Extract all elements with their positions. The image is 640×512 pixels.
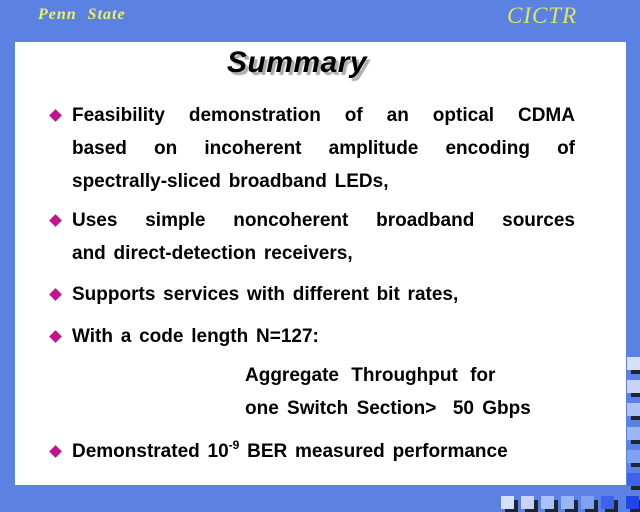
indented-throughput-note: Aggregate Throughput for one Switch Sect…	[245, 359, 531, 425]
decor-square	[627, 357, 640, 370]
decor-square	[627, 427, 640, 440]
decor-square	[541, 496, 554, 509]
exponent-superscript: -9	[228, 437, 240, 452]
cictr-brand-text: CICTR	[507, 3, 578, 28]
decor-square	[581, 496, 594, 509]
bullet-line: and direct-detection receivers,	[72, 243, 353, 264]
decor-square	[626, 496, 639, 509]
bullet-item-sources: Uses simple noncoherent broadband source…	[49, 204, 575, 270]
note-line: Aggregate Throughput for	[245, 365, 496, 386]
bullet-line: spectrally-sliced broadband LEDs,	[72, 171, 389, 192]
bullet-line: Feasibility demonstration of an optical …	[72, 105, 575, 126]
diamond-bullet-icon	[49, 445, 62, 458]
decor-square	[501, 496, 514, 509]
bullet-line: Uses simple noncoherent broadband source…	[72, 210, 575, 231]
decor-square	[601, 496, 614, 509]
bullet-item-code-length: With a code length N=127:	[49, 320, 575, 353]
diamond-bullet-icon	[49, 330, 62, 343]
decor-square	[627, 403, 640, 416]
decor-square	[627, 450, 640, 463]
slide-content-area: Summary Feasibility demonstration of an …	[15, 42, 626, 485]
bullet-line: Supports services with different bit rat…	[72, 284, 459, 305]
decor-square	[627, 380, 640, 393]
diamond-bullet-icon	[49, 214, 62, 227]
bullet-line: With a code length N=127:	[72, 326, 319, 347]
diamond-bullet-icon	[49, 109, 62, 122]
slide-title: Summary	[226, 46, 368, 79]
bullet-item-bit-rates: Supports services with different bit rat…	[49, 278, 575, 311]
decor-square	[627, 473, 640, 486]
diamond-bullet-icon	[49, 288, 62, 301]
bullet-line: based on incoherent amplitude encoding o…	[72, 138, 575, 159]
penn-state-brand-text: Penn State	[38, 6, 126, 23]
bullet-item-ber: Demonstrated 10-9 BER measured performan…	[49, 435, 575, 468]
bullet-line: Demonstrated 10-9 BER measured performan…	[72, 435, 575, 468]
note-line: one Switch Section> 50 Gbps	[245, 398, 531, 419]
bullet-text-segment: BER measured performance	[239, 441, 508, 462]
decor-square	[561, 496, 574, 509]
bullet-text-segment: Demonstrated 10	[72, 441, 229, 462]
bullet-item-feasibility: Feasibility demonstration of an optical …	[49, 99, 575, 198]
decor-square	[521, 496, 534, 509]
